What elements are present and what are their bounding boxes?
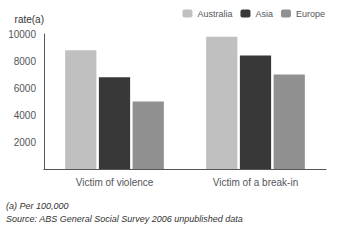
svg-text:Australia: Australia [197,9,232,19]
svg-text:8000: 8000 [14,56,37,67]
svg-text:Source: ABS General Social Sur: Source: ABS General Social Survey 2006 u… [6,214,243,224]
svg-text:rate(a): rate(a) [15,14,44,25]
svg-text:Victim of violence: Victim of violence [76,177,154,188]
svg-text:Victim of a break-in: Victim of a break-in [213,177,298,188]
svg-text:Europe: Europe [296,9,325,19]
svg-text:4000: 4000 [14,110,37,121]
svg-text:6000: 6000 [14,83,37,94]
svg-text:10000: 10000 [8,29,36,40]
svg-text:2000: 2000 [14,137,37,148]
svg-text:(a) Per 100,000: (a) Per 100,000 [6,201,69,211]
svg-text:Asia: Asia [255,9,273,19]
